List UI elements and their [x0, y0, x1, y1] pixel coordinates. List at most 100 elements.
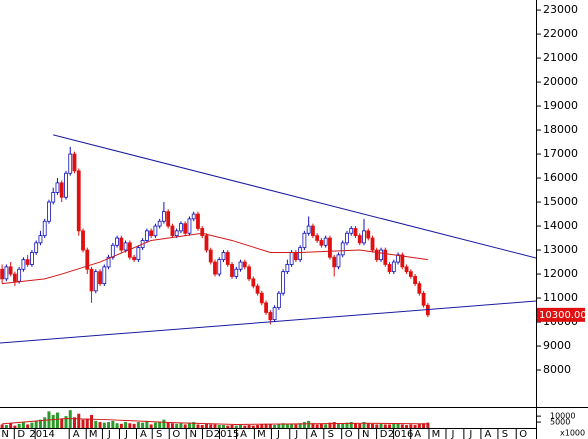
y-tick-label: 18000	[543, 123, 578, 136]
candle-body	[123, 242, 128, 251]
volume-bar	[264, 423, 268, 428]
candle-body	[38, 235, 43, 244]
volume-bar	[13, 425, 17, 428]
volume-bar	[9, 423, 13, 428]
candle-body	[64, 172, 68, 198]
x-tick-label: N	[362, 429, 369, 439]
x-tick-label: S	[502, 429, 508, 439]
candle-body	[242, 261, 247, 268]
x-tick-label: J	[276, 429, 280, 439]
candle-body	[225, 252, 230, 265]
candle-body	[187, 218, 192, 234]
volume-bar	[166, 422, 170, 428]
candle-body	[357, 235, 362, 244]
volume-bar	[170, 423, 174, 428]
y-tick-label: 15000	[543, 195, 578, 208]
candle-body	[196, 213, 200, 229]
candle-body	[336, 254, 341, 268]
candle-body	[362, 230, 366, 244]
candle-body	[306, 225, 311, 234]
candle-body	[153, 225, 158, 237]
candle-body	[370, 237, 375, 251]
x-tick-label: M	[257, 429, 266, 439]
volume-bar	[158, 422, 162, 428]
volume-bar	[413, 425, 417, 428]
volume-bar	[383, 424, 387, 428]
candle-body	[251, 278, 256, 287]
candle-body	[93, 271, 98, 292]
candle-body	[259, 292, 264, 304]
volume-bar	[332, 422, 336, 428]
candle-body	[68, 153, 73, 174]
candle-body	[234, 268, 239, 277]
volume-bar	[417, 423, 421, 428]
y-tick-label: 22000	[543, 27, 578, 40]
volume-bar	[115, 423, 119, 428]
candle-body	[47, 201, 51, 222]
candle-body	[162, 211, 166, 222]
candle-body	[102, 266, 107, 285]
volume-bar	[319, 423, 323, 428]
volume-bar	[26, 424, 30, 428]
axes: 8000 9000 10000 11000 12000 13000 14000 15000 16…	[1, 3, 587, 439]
volume-bar	[85, 418, 89, 428]
y-tick-label: 16000	[543, 171, 578, 184]
last-price-box	[537, 307, 585, 322]
candle-body	[98, 271, 102, 285]
x-tick-label: N	[190, 429, 197, 439]
y-tick-label: 20000	[543, 75, 578, 88]
trend-line	[53, 134, 536, 259]
candle-body	[276, 292, 281, 309]
candle-body	[293, 252, 298, 261]
volume-unit: x1000	[560, 429, 585, 438]
volume-bar	[77, 413, 81, 428]
volume-bar	[98, 422, 102, 428]
candle-body	[204, 235, 209, 251]
candle-body	[408, 271, 413, 277]
x-tick-label: J	[468, 429, 472, 439]
volume-bar	[251, 425, 255, 428]
volume-bar	[324, 424, 328, 428]
x-tick-label: J	[451, 429, 455, 439]
candle-body	[200, 228, 205, 237]
x-tick-label: O	[172, 429, 180, 439]
x-tick-label: A	[73, 429, 80, 439]
candle-body	[417, 283, 422, 294]
x-tick-label: J	[294, 429, 298, 439]
candle-body	[353, 228, 358, 237]
volume-bar	[132, 423, 136, 428]
candle-body	[132, 256, 137, 261]
y-tick-label: 12000	[543, 267, 578, 280]
volume-bar	[17, 423, 21, 428]
candle-body	[110, 244, 115, 258]
candle-body	[391, 261, 396, 273]
y-tick-label: 19000	[543, 99, 578, 112]
candle-body	[315, 235, 320, 241]
volume-bar	[388, 424, 392, 428]
candle-body	[119, 237, 124, 251]
candle-body	[0, 268, 5, 280]
volume-tick-label: 10000	[550, 412, 575, 421]
volume-bar	[426, 422, 430, 428]
last-price-label: 10300.00	[539, 310, 587, 321]
candle-body	[230, 264, 234, 277]
volume-bar	[217, 425, 221, 428]
x-tick-label: S	[328, 429, 334, 439]
y-tick-label: 14000	[543, 219, 578, 232]
candle-body	[166, 211, 171, 227]
y-tick-label: 8000	[543, 363, 571, 376]
y-tick-label: 23000	[543, 3, 578, 16]
candle-body	[21, 259, 26, 270]
volume-bar	[102, 422, 106, 428]
candle-body	[383, 249, 388, 265]
volume-bar	[4, 425, 8, 428]
volume-bar	[149, 424, 153, 428]
volume-bar	[366, 423, 370, 428]
candle-body	[217, 259, 222, 275]
candle-body	[421, 292, 426, 306]
x-tick-label: 2014	[29, 429, 54, 439]
volume-bar	[307, 420, 311, 428]
candle-body	[8, 266, 13, 275]
candle-body	[13, 273, 17, 282]
volume-bar	[379, 423, 383, 428]
